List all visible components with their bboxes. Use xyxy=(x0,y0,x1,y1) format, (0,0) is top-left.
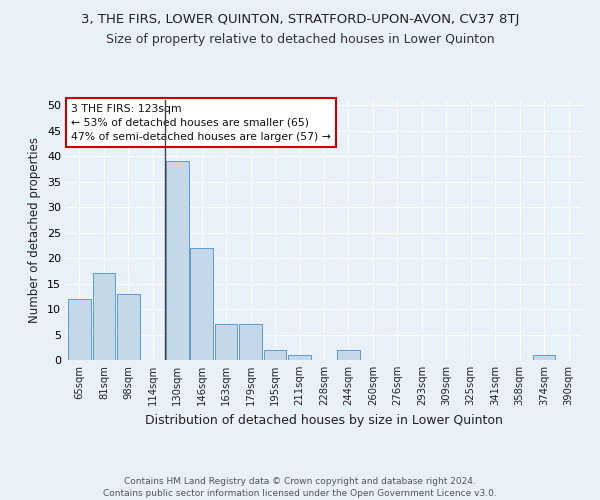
Bar xyxy=(239,324,262,360)
Text: 3 THE FIRS: 123sqm
← 53% of detached houses are smaller (65)
47% of semi-detache: 3 THE FIRS: 123sqm ← 53% of detached hou… xyxy=(71,104,331,142)
Bar xyxy=(264,350,286,360)
Text: 3, THE FIRS, LOWER QUINTON, STRATFORD-UPON-AVON, CV37 8TJ: 3, THE FIRS, LOWER QUINTON, STRATFORD-UP… xyxy=(81,12,519,26)
Bar xyxy=(190,248,213,360)
Text: Contains HM Land Registry data © Crown copyright and database right 2024.
Contai: Contains HM Land Registry data © Crown c… xyxy=(103,476,497,498)
X-axis label: Distribution of detached houses by size in Lower Quinton: Distribution of detached houses by size … xyxy=(145,414,503,426)
Bar xyxy=(533,355,556,360)
Bar xyxy=(92,274,115,360)
Bar xyxy=(166,161,188,360)
Y-axis label: Number of detached properties: Number of detached properties xyxy=(28,137,41,323)
Bar xyxy=(68,299,91,360)
Bar xyxy=(215,324,238,360)
Bar xyxy=(288,355,311,360)
Bar xyxy=(337,350,360,360)
Text: Size of property relative to detached houses in Lower Quinton: Size of property relative to detached ho… xyxy=(106,32,494,46)
Bar xyxy=(117,294,140,360)
